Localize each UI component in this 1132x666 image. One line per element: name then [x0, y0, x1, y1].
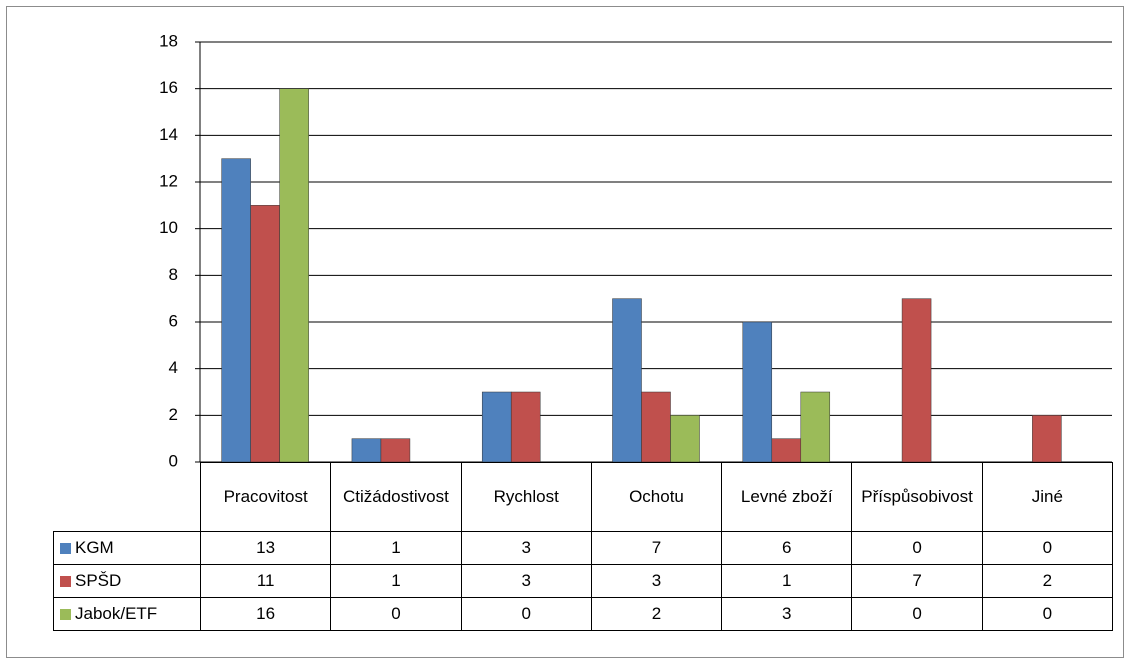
x-tick-label: Pracovitost — [199, 462, 332, 532]
bar — [481, 391, 512, 463]
y-tick-label: 6 — [169, 311, 178, 330]
bar — [351, 438, 382, 463]
table-value: 3 — [460, 564, 592, 598]
table-value: 0 — [981, 531, 1113, 565]
bar — [380, 438, 411, 463]
bar — [279, 88, 309, 463]
bar — [742, 321, 773, 463]
x-tick-label: Levné zboží — [721, 462, 853, 532]
table-corner — [53, 462, 201, 532]
table-value: 11 — [199, 564, 332, 598]
bar — [250, 205, 280, 463]
bar — [612, 298, 642, 463]
table-row: Jabok/ETF 16 0 0 2 3 0 0 — [53, 597, 1113, 631]
bar — [670, 415, 700, 463]
bar — [510, 391, 541, 463]
table-value: 3 — [590, 564, 723, 598]
legend-entry: Jabok/ETF — [53, 597, 201, 631]
table-value: 2 — [981, 564, 1113, 598]
bar — [771, 438, 802, 463]
x-tick-label: Ochotu — [590, 462, 723, 532]
table-value: 0 — [981, 597, 1113, 631]
bar — [1032, 415, 1062, 463]
legend-label: Jabok/ETF — [75, 604, 158, 623]
legend-key — [60, 576, 71, 587]
data-table: Pracovitost Ctižádostivost Rychlost Ochotu L… — [53, 462, 1113, 631]
table-value: 1 — [330, 564, 462, 598]
y-tick-label: 0 — [169, 451, 178, 470]
table-value: 3 — [721, 597, 853, 631]
y-tick-label: 12 — [159, 171, 178, 190]
y-tick-label: 14 — [159, 125, 178, 144]
y-tick-label: 2 — [169, 405, 178, 424]
table-value: 0 — [851, 531, 983, 565]
table-value: 7 — [590, 531, 723, 565]
table-value: 16 — [199, 597, 332, 631]
bar — [800, 391, 831, 463]
bar — [221, 158, 251, 463]
table-row: KGM 13 1 3 7 6 0 0 — [53, 531, 1113, 565]
table-row: SPŠD 11 1 3 3 1 7 2 — [53, 564, 1113, 598]
x-tick-label: Jiné — [981, 462, 1113, 532]
legend-label: SPŠD — [75, 571, 122, 590]
legend-entry: KGM — [53, 531, 201, 565]
legend-label: KGM — [75, 538, 114, 557]
table-value: 1 — [330, 531, 462, 565]
y-tick-label: 18 — [159, 31, 178, 50]
table-value: 0 — [330, 597, 462, 631]
x-tick-label: Rychlost — [460, 462, 592, 532]
chart-frame — [6, 6, 1124, 658]
table-value: 13 — [199, 531, 332, 565]
table-value: 0 — [460, 597, 592, 631]
table-value: 2 — [590, 597, 723, 631]
y-tick-label: 10 — [159, 218, 178, 237]
legend-key — [60, 543, 71, 554]
x-tick-label: Ctižádostivost — [330, 462, 462, 532]
bar — [901, 298, 932, 463]
legend-key — [60, 609, 71, 620]
table-value: 6 — [721, 531, 853, 565]
table-value: 3 — [460, 531, 592, 565]
table-value: 0 — [851, 597, 983, 631]
y-tick-label: 8 — [169, 265, 178, 284]
bar — [641, 391, 671, 463]
y-tick-label: 16 — [159, 78, 178, 97]
table-header-row: Pracovitost Ctižádostivost Rychlost Ochotu L… — [53, 462, 1113, 532]
y-tick-label: 4 — [169, 358, 178, 377]
table-value: 7 — [851, 564, 983, 598]
legend-entry: SPŠD — [53, 564, 201, 598]
table-value: 1 — [721, 564, 853, 598]
x-tick-label: Příspůsobivost — [851, 462, 983, 532]
